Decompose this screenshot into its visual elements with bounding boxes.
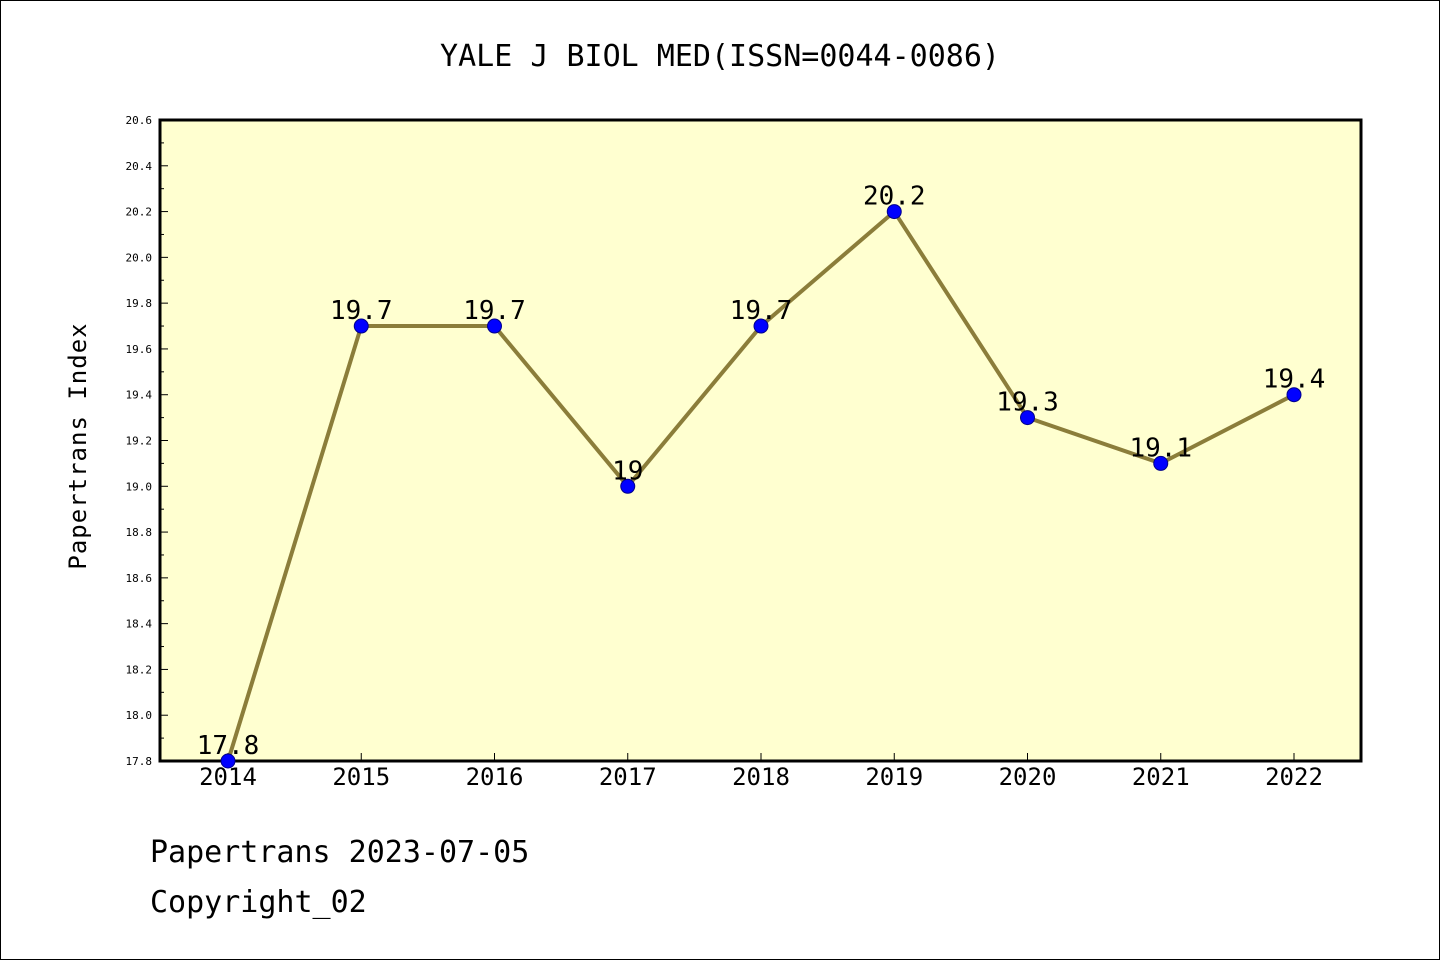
data-point-label: 19.7 [730,296,793,326]
data-point-marker [1020,410,1035,426]
y-tick-label: 18.6 [126,572,153,585]
y-tick-label: 18.8 [126,526,153,539]
data-point-marker [753,318,769,334]
data-point-marker [620,478,636,494]
y-tick-label: 19.8 [126,297,153,310]
data-markers [220,204,1302,769]
chart-title: YALE J BIOL MED(ISSN=0044-0086) [440,39,1000,74]
y-tick-label: 19.4 [126,389,153,402]
data-point-marker [220,753,236,769]
y-axis-label: Papertrans Index [64,322,92,569]
data-point-label: 19.1 [1129,433,1192,463]
data-point-label: 20.2 [863,182,926,212]
x-tick-label: 2015 [332,763,390,791]
x-tick-label: 2019 [865,763,923,791]
data-point-label: 19.7 [463,296,526,326]
y-axis-ticks: 17.8 18.0 18.2 18.4 18.6 18.8 19.0 19.2 19.4 19.6… [126,114,168,768]
y-tick-label: 18.0 [126,709,153,722]
y-tick-label: 19.6 [126,343,153,356]
x-tick-label: 2016 [466,763,524,791]
y-tick-label: 20.6 [126,114,153,127]
data-point-marker [1286,387,1302,403]
y-tick-label: 18.4 [126,618,153,631]
y-tick-label: 18.2 [126,663,153,676]
data-point-label: 17.8 [197,731,260,761]
data-point-label: 19.7 [330,296,393,326]
data-point-label: 19.4 [1263,365,1326,395]
plot-area [158,118,1363,763]
data-point-label: 19 [612,456,643,486]
footer-copyright: Copyright_02 [150,885,367,920]
y-tick-label: 20.4 [126,160,153,173]
y-tick-label: 20.2 [126,206,153,219]
data-labels: 17.8 19.7 19.7 19 19.7 20.2 19.3 19.1 19.4 [197,182,1326,761]
y-tick-label: 19.2 [126,435,153,448]
y-tick-label: 17.8 [126,755,153,768]
x-tick-label: 2017 [599,763,657,791]
data-point-marker [487,318,502,334]
data-point-marker [353,318,369,334]
footer-source: Papertrans 2023-07-05 [150,835,530,870]
x-tick-label: 2018 [732,763,790,791]
x-tick-label: 2021 [1132,763,1190,791]
data-point-marker [886,204,902,220]
x-tick-label: 2022 [1265,763,1323,791]
y-tick-label: 19.0 [126,480,153,493]
data-point-label: 19.3 [996,388,1059,418]
y-tick-label: 20.0 [126,251,153,264]
data-point-marker [1153,455,1169,471]
x-axis-ticks: 2014 2015 2016 2017 2018 2019 2020 2021 2022 [199,753,1323,791]
x-tick-label: 2020 [999,763,1057,791]
